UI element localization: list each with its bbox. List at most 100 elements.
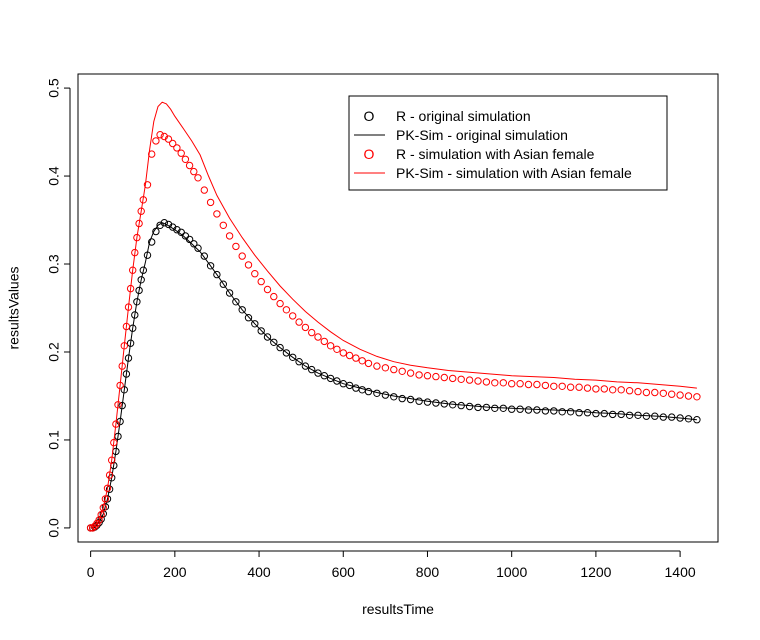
- legend-marker: O: [364, 108, 375, 124]
- data-point: [263, 333, 272, 341]
- data-point: [320, 372, 328, 380]
- y-tick-label: 0.2: [46, 342, 62, 362]
- x-tick-label: 400: [247, 564, 271, 580]
- data-point: [491, 404, 499, 412]
- data-point: [333, 377, 341, 385]
- data-point: [213, 270, 221, 279]
- data-point: [457, 375, 465, 383]
- data-point: [181, 155, 190, 164]
- y-tick-label: 0.0: [46, 518, 62, 538]
- data-point: [333, 345, 341, 353]
- data-point: [345, 381, 354, 390]
- legend-item: PK-Sim - original simulation: [354, 127, 568, 143]
- data-point: [314, 333, 322, 341]
- x-tick-label: 1000: [496, 564, 527, 580]
- data-point: [137, 276, 145, 284]
- series-line: [90, 101, 697, 529]
- data-point: [566, 383, 575, 391]
- data-point: [550, 382, 558, 390]
- data-point: [177, 149, 185, 157]
- data-point: [533, 406, 541, 414]
- series-4: [90, 101, 697, 529]
- data-point: [206, 198, 215, 207]
- data-point: [206, 262, 215, 270]
- data-point: [625, 387, 634, 395]
- data-point: [558, 408, 566, 416]
- data-point: [232, 242, 240, 251]
- legend: O R - original simulation PK-Sim - origina…: [348, 95, 668, 191]
- data-point: [143, 181, 152, 189]
- data-point: [301, 362, 310, 370]
- data-point: [364, 359, 373, 368]
- data-point: [575, 383, 583, 391]
- data-point: [251, 270, 259, 278]
- data-point: [282, 349, 291, 357]
- data-point: [352, 354, 360, 362]
- data-point: [524, 406, 533, 414]
- data-point: [185, 161, 194, 170]
- data-point: [308, 328, 316, 337]
- data-point: [358, 357, 366, 365]
- data-point: [524, 380, 533, 389]
- data-point: [257, 327, 265, 335]
- data-point: [238, 252, 246, 260]
- series-line: [90, 222, 697, 529]
- x-axis: 0 200 400 600 800 1000 1200 1400: [87, 550, 696, 580]
- legend-label: PK-Sim - original simulation: [396, 127, 568, 143]
- data-point: [232, 298, 240, 306]
- data-point: [609, 386, 617, 394]
- data-point: [148, 150, 156, 158]
- data-point: [219, 221, 228, 230]
- data-point: [651, 388, 659, 397]
- data-point: [270, 292, 278, 301]
- data-point: [213, 210, 221, 218]
- data-point: [270, 338, 278, 346]
- data-point: [320, 337, 328, 346]
- y-axis: 0.0 0.1 0.2 0.3 0.4 0.5: [46, 78, 71, 538]
- data-point: [508, 405, 516, 413]
- data-point: [289, 312, 297, 320]
- data-point: [474, 403, 482, 412]
- data-point: [440, 373, 448, 382]
- data-point: [642, 388, 651, 397]
- data-point: [156, 131, 164, 139]
- data-point: [592, 409, 600, 418]
- data-point: [566, 408, 575, 416]
- data-point: [668, 390, 676, 398]
- x-tick-label: 800: [416, 564, 440, 580]
- data-point: [135, 286, 143, 295]
- data-point: [634, 387, 642, 396]
- data-point: [190, 167, 198, 176]
- data-point: [474, 377, 482, 385]
- series-3: [86, 131, 701, 532]
- data-point: [282, 306, 291, 314]
- data-point: [257, 277, 265, 286]
- data-point: [516, 380, 524, 388]
- data-point: [148, 238, 156, 246]
- data-point: [225, 232, 234, 240]
- data-point: [373, 362, 381, 370]
- legend-box: [348, 95, 668, 191]
- y-tick-label: 0.3: [46, 254, 62, 274]
- data-point: [592, 385, 600, 393]
- data-point: [533, 380, 541, 389]
- data-point: [295, 318, 303, 326]
- legend-label: PK-Sim - simulation with Asian female: [396, 165, 632, 181]
- data-point: [693, 393, 701, 401]
- data-point: [225, 289, 234, 297]
- data-point: [406, 369, 415, 377]
- data-point: [276, 299, 284, 308]
- data-point: [244, 261, 253, 269]
- data-point: [423, 372, 432, 380]
- x-tick-label: 200: [163, 564, 187, 580]
- data-point: [609, 410, 617, 419]
- data-point: [190, 240, 198, 248]
- data-point: [200, 186, 209, 194]
- series-layer: [86, 101, 701, 532]
- y-axis-label: resultsValues: [6, 266, 22, 349]
- data-point: [97, 511, 105, 519]
- data-point: [432, 372, 440, 381]
- data-point: [508, 380, 516, 388]
- data-point: [263, 285, 272, 294]
